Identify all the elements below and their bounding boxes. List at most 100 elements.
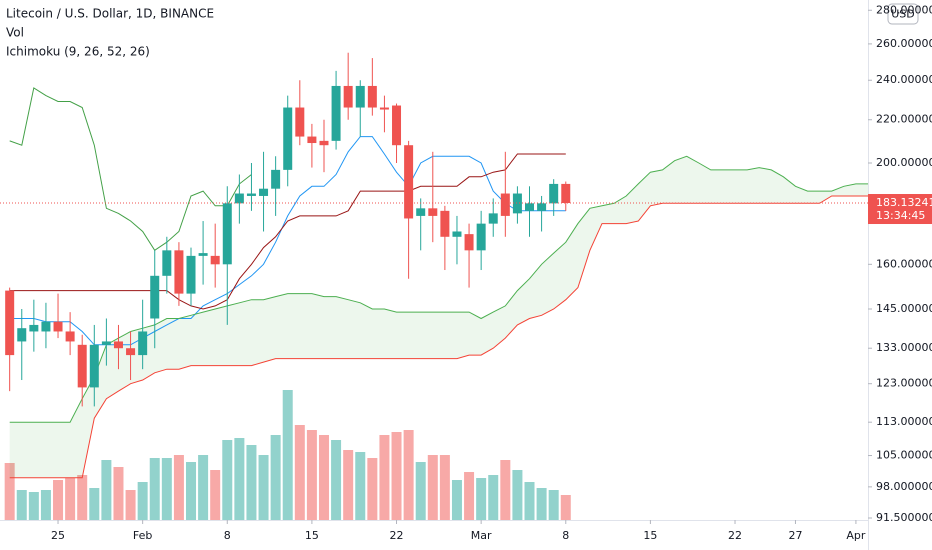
candle-body [319,140,329,146]
volume-bar [318,435,329,520]
candle-body [355,85,365,108]
volume-bar [77,475,88,520]
candle-body [234,193,244,204]
candle-body [428,208,438,216]
x-tick-label: 8 [224,529,231,542]
x-tick-label: 22 [390,529,404,542]
volume-bar [125,490,136,520]
candle-body [198,253,208,256]
candle-body [331,85,341,141]
volume-bar [524,482,535,520]
candle-body [343,85,353,108]
volume-bar [149,458,160,520]
y-tick-label: 220.000000 [876,113,932,126]
currency-label[interactable]: USD [891,8,915,21]
candle-body [210,255,220,265]
ichimoku-line [9,195,868,479]
volume-bar [53,480,64,520]
candle-body [500,193,510,216]
volume-bar [343,450,354,520]
last-price-box [868,194,932,225]
candle-body [150,275,160,319]
candle-body [246,193,256,196]
ichimoku-line [9,87,252,251]
volume-bar [161,458,172,520]
indicator-label: Vol [6,26,24,40]
plot-area [4,52,868,520]
volume-bar [512,470,523,520]
x-tick-label: 27 [788,529,802,542]
last-price-label: 183.132419 [876,196,932,209]
volume-bar [40,490,51,520]
candle-body [537,203,547,211]
candle-body [5,290,15,356]
candle-body [392,105,402,146]
volume-bar [222,440,233,520]
x-tick-label: 22 [728,529,742,542]
y-tick-label: 133.000000 [876,341,932,354]
volume-bar [210,470,221,520]
x-tick-label: 15 [643,529,657,542]
y-tick-label: 260.000000 [876,37,932,50]
candle-body [561,183,571,204]
x-tick-label: 25 [51,529,65,542]
volume-bar [28,492,39,520]
volume-bar [198,455,209,520]
countdown-label: 13:34:45 [876,209,925,222]
ichimoku-line [9,155,868,423]
y-tick-label: 240.000000 [876,73,932,86]
candle-body [271,169,281,189]
ichimoku-cloud [9,156,868,478]
candle-body [186,255,196,294]
x-tick-label: Feb [133,529,152,542]
currency-button[interactable] [887,3,919,25]
x-tick-label: Mar [471,529,492,542]
candle-body [162,250,172,276]
volume-bar [89,488,100,520]
candle-body [295,107,305,137]
candle-body [525,203,535,211]
volume-bar [403,430,414,520]
volume-bar [101,460,112,520]
candle-body [126,348,136,356]
candle-body [379,107,389,110]
candle-body [77,344,87,388]
y-tick-label: 160.000000 [876,257,932,270]
candle-body [307,136,317,144]
candle-body [452,231,462,237]
volume-bar [379,435,390,520]
candle-body [367,85,377,108]
candle-body [416,208,426,216]
candle-body [222,203,232,265]
y-tick-label: 200.000000 [876,156,932,169]
candle-body [259,188,269,196]
candle-body [174,250,184,294]
volume-bar [464,472,475,520]
candle-body [488,213,498,224]
volume-bar [282,390,293,520]
volume-bar [451,480,462,520]
candle-body [65,331,75,342]
volume-bar [173,455,184,520]
indicator-label: Ichimoku (9, 26, 52, 26) [6,45,150,59]
volume-bar [258,455,269,520]
volume-bar [367,458,378,520]
volume-bar [427,455,438,520]
ichimoku-line [9,153,566,310]
y-tick-label: 98.000000 [876,480,932,493]
volume-bar [186,462,197,520]
y-tick-label: 280.000000 [876,3,932,16]
candle-body [17,328,27,342]
volume-bar [137,482,148,520]
candle-body [464,234,474,251]
chart-title: Litecoin / U.S. Dollar, 1D, BINANCE [6,7,214,21]
candle-body [512,193,522,214]
volume-bar [488,475,499,520]
volume-bar [439,455,450,520]
y-tick-label: 105.000000 [876,449,932,462]
candle-body [89,344,99,388]
candle-body [29,324,39,332]
y-tick-label: 145.000000 [876,302,932,315]
